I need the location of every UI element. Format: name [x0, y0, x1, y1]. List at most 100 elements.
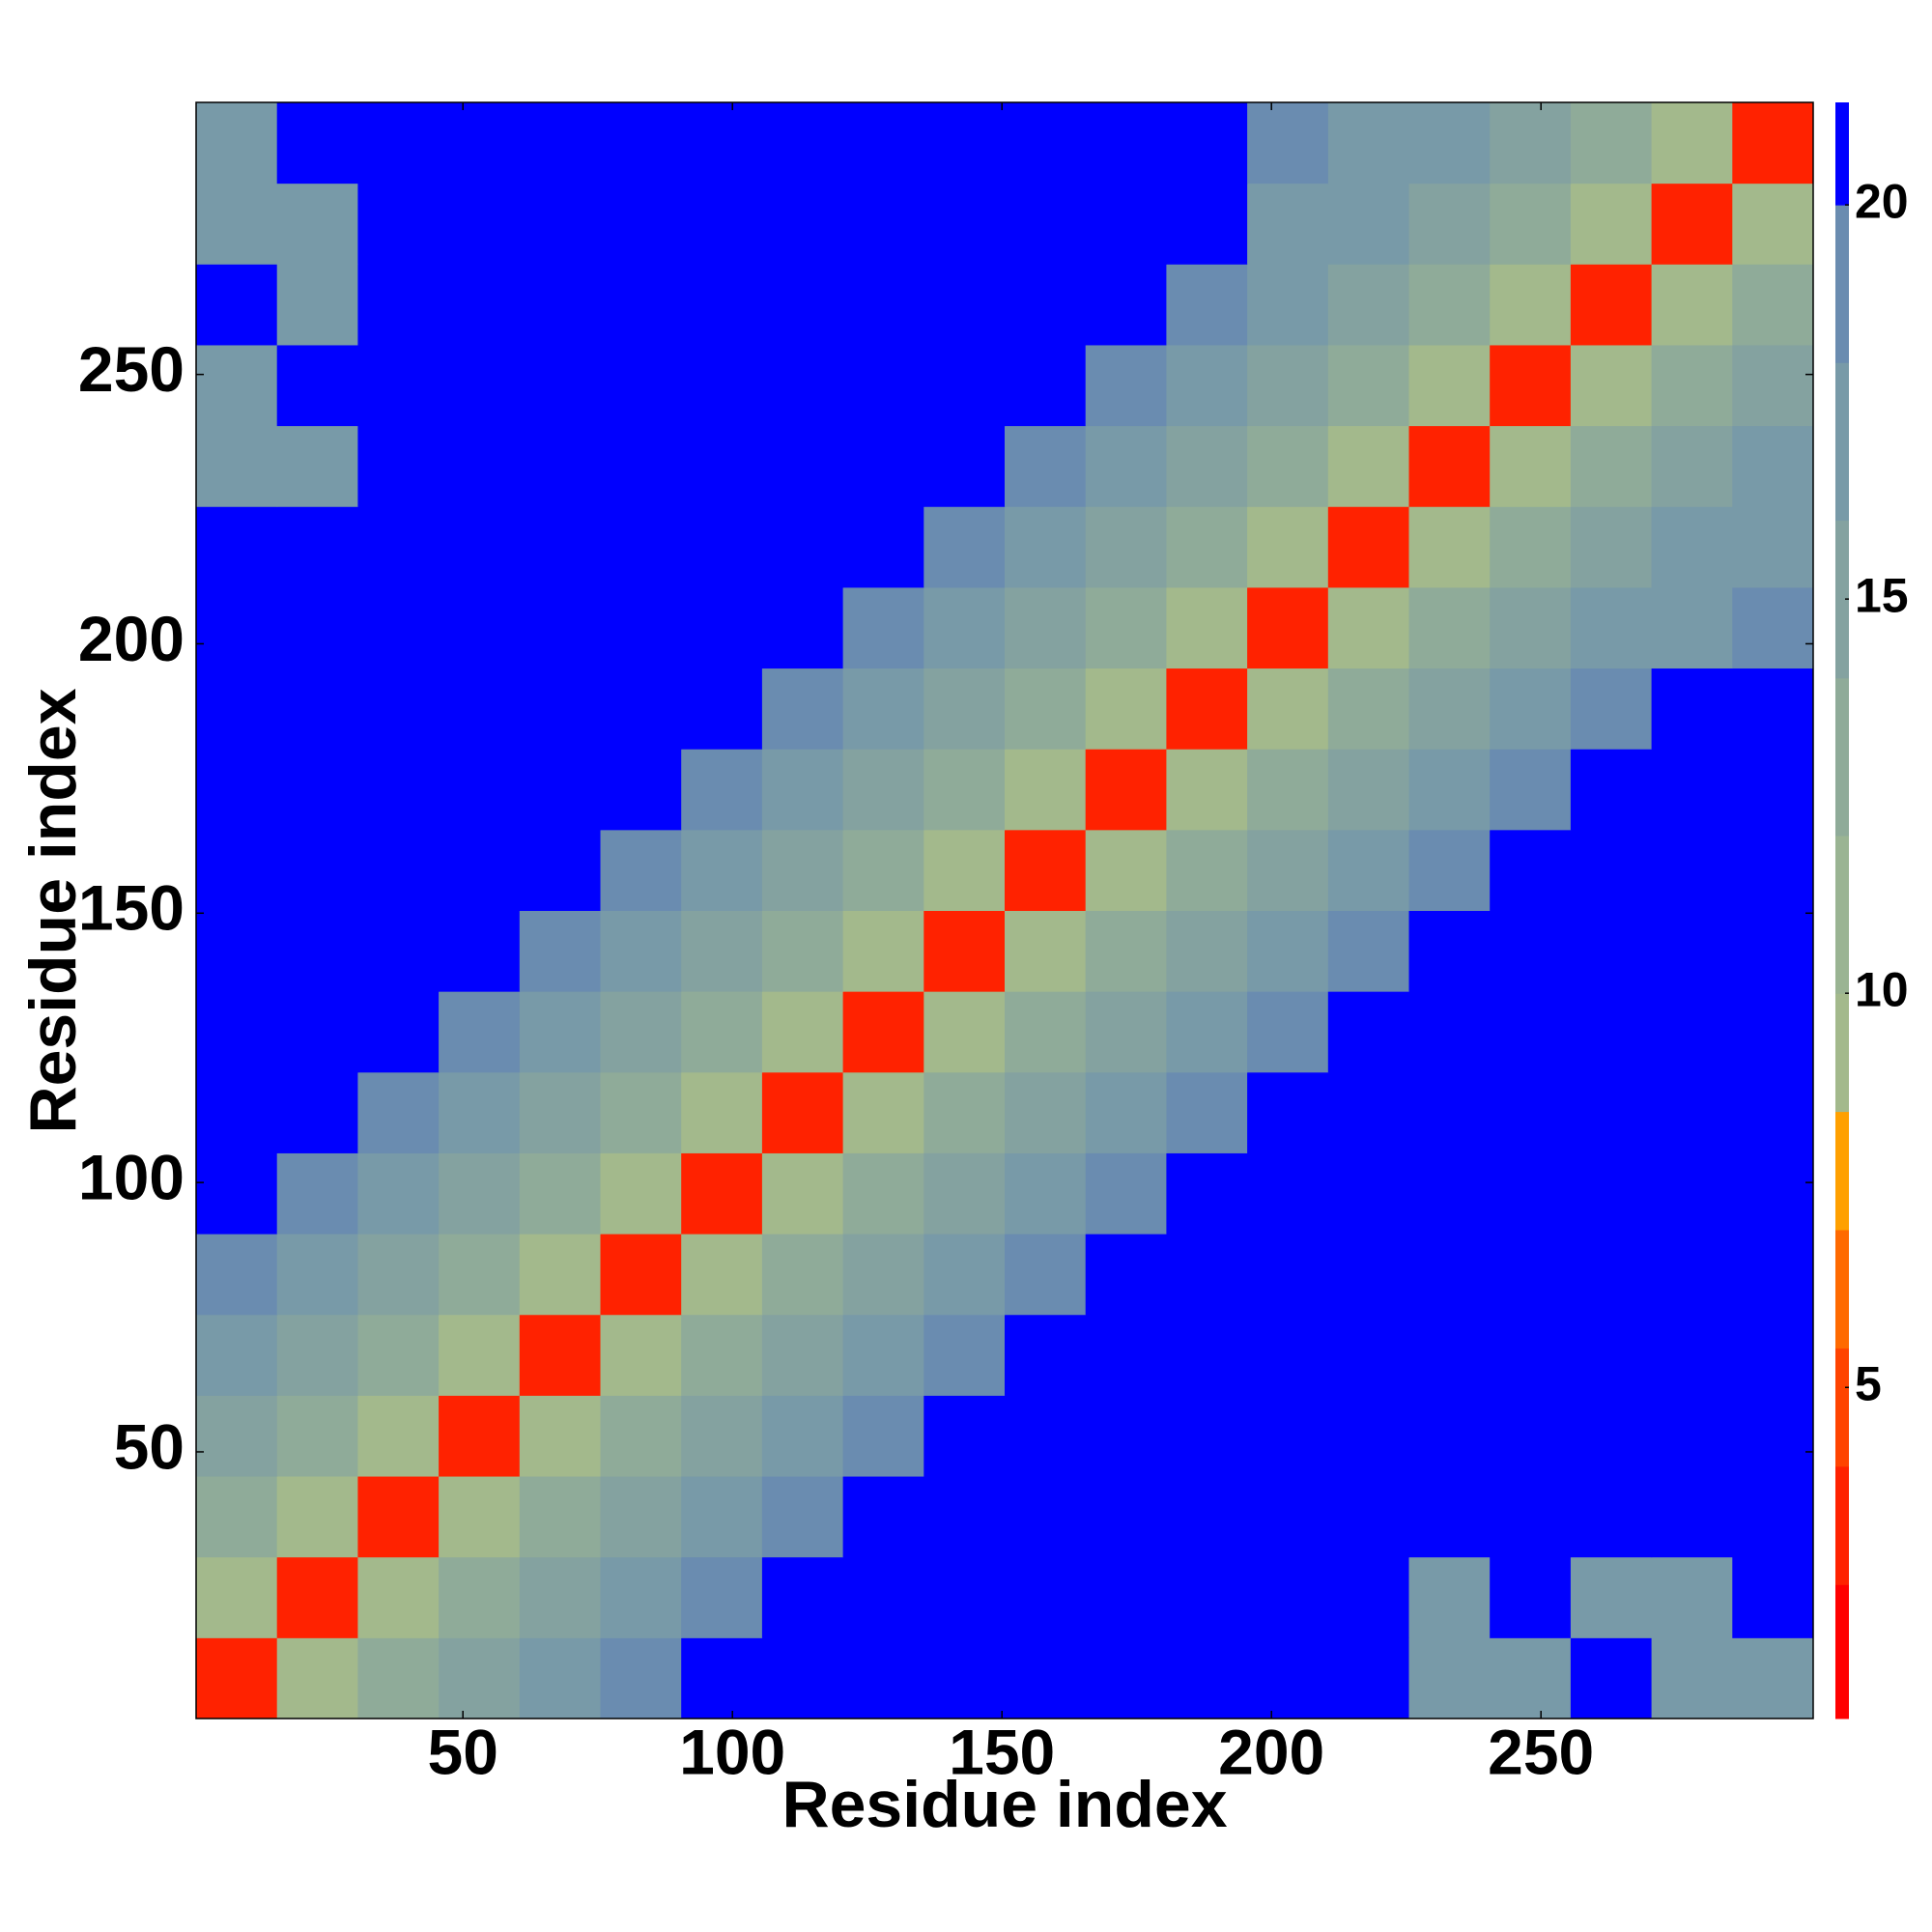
heatmap-cell — [1408, 910, 1491, 992]
heatmap-cell — [681, 1071, 763, 1153]
heatmap-cell — [1247, 910, 1329, 992]
heatmap-cell — [842, 1476, 924, 1558]
heatmap-cell — [439, 1395, 521, 1477]
heatmap-cell — [357, 425, 440, 507]
heatmap-cell — [519, 1234, 601, 1316]
heatmap-cell — [1327, 1556, 1409, 1638]
heatmap-cell — [276, 1234, 358, 1316]
colorbar-band — [1835, 835, 1849, 994]
heatmap-cell — [196, 991, 278, 1073]
heatmap-cell — [1005, 910, 1087, 992]
heatmap-cell — [1166, 183, 1248, 265]
heatmap-cell — [196, 506, 278, 588]
heatmap-cell — [276, 1637, 358, 1719]
heatmap-cell — [1490, 749, 1572, 831]
heatmap-cell — [1005, 1152, 1087, 1235]
heatmap-cell — [1408, 668, 1491, 750]
heatmap-cell — [1005, 1314, 1087, 1396]
heatmap-cell — [600, 264, 682, 346]
heatmap-cell — [1408, 425, 1491, 507]
heatmap-cell — [1570, 1314, 1653, 1396]
heatmap-cell — [1166, 829, 1248, 911]
heatmap-cell — [1570, 1152, 1653, 1235]
heatmap-cell — [842, 668, 924, 750]
heatmap-cell — [357, 102, 440, 185]
heatmap-cell — [1570, 425, 1653, 507]
heatmap-cell — [1408, 829, 1491, 911]
heatmap-cell — [923, 1152, 1006, 1235]
heatmap-cell — [1085, 1476, 1167, 1558]
heatmap-cell — [600, 506, 682, 588]
heatmap-cell — [1085, 1314, 1167, 1396]
heatmap-cell — [1005, 749, 1087, 831]
heatmap-cell — [1408, 1152, 1491, 1235]
heatmap-cell — [600, 1234, 682, 1316]
heatmap-cell — [681, 1234, 763, 1316]
heatmap-cell — [1408, 102, 1491, 185]
heatmap-cell — [1085, 1234, 1167, 1316]
heatmap-cell — [1651, 991, 1733, 1073]
heatmap-cell — [761, 264, 844, 346]
heatmap-cell — [600, 425, 682, 507]
heatmap-cell — [1408, 586, 1491, 669]
heatmap-cell — [1085, 102, 1167, 185]
heatmap-cell — [761, 668, 844, 750]
heatmap-cell — [681, 1152, 763, 1235]
heatmap-cell — [761, 1071, 844, 1153]
heatmap-cell — [1732, 749, 1814, 831]
heatmap-cell — [761, 344, 844, 427]
heatmap-cell — [1327, 991, 1409, 1073]
heatmap-cell — [1408, 264, 1491, 346]
heatmap-cell — [1166, 506, 1248, 588]
heatmap-cell — [923, 586, 1006, 669]
heatmap-cell — [1651, 264, 1733, 346]
heatmap-cell — [923, 749, 1006, 831]
heatmap-cell — [600, 1637, 682, 1719]
heatmap-cell — [1327, 1476, 1409, 1558]
colorbar-tick-label: 15 — [1855, 568, 1909, 622]
heatmap-cell — [1651, 1395, 1733, 1477]
heatmap-cell — [600, 1071, 682, 1153]
heatmap-cell — [1005, 1234, 1087, 1316]
heatmap-cell — [276, 1314, 358, 1396]
heatmap-cell — [519, 910, 601, 992]
heatmap-cell — [1490, 102, 1572, 185]
heatmap-cell — [1247, 264, 1329, 346]
heatmap-cell — [519, 264, 601, 346]
heatmap-cell — [1166, 1152, 1248, 1235]
heatmap-cell — [681, 1314, 763, 1396]
heatmap-cell — [1490, 910, 1572, 992]
heatmap-cell — [761, 425, 844, 507]
heatmap-cell — [842, 506, 924, 588]
heatmap-cell — [357, 183, 440, 265]
heatmap-cell — [196, 586, 278, 669]
heatmap-cell — [276, 749, 358, 831]
heatmap-cell — [1490, 1071, 1572, 1153]
heatmap-cell — [1247, 668, 1329, 750]
heatmap-cell — [681, 1395, 763, 1477]
heatmap-cell — [357, 264, 440, 346]
heatmap-cell — [923, 1476, 1006, 1558]
heatmap-cell — [923, 910, 1006, 992]
heatmap-cell — [276, 344, 358, 427]
heatmap-cell — [1570, 506, 1653, 588]
heatmap-cell — [1247, 749, 1329, 831]
x-tick-label: 250 — [1488, 1716, 1594, 1787]
colorbar-band — [1835, 993, 1849, 1113]
heatmap-cell — [1732, 1152, 1814, 1235]
heatmap-cell — [1166, 1556, 1248, 1638]
heatmap-cell — [276, 668, 358, 750]
heatmap-cell — [1166, 586, 1248, 669]
heatmap-cell — [357, 1071, 440, 1153]
heatmap-cell — [519, 102, 601, 185]
heatmap-cell — [1651, 668, 1733, 750]
heatmap-cell — [761, 506, 844, 588]
heatmap-cell — [1327, 1314, 1409, 1396]
heatmap-cell — [600, 829, 682, 911]
heatmap-cell — [842, 425, 924, 507]
heatmap-cell — [1327, 425, 1409, 507]
heatmap-cell — [842, 264, 924, 346]
heatmap-cell — [923, 1234, 1006, 1316]
colorbar-tick-label: 10 — [1855, 962, 1909, 1016]
